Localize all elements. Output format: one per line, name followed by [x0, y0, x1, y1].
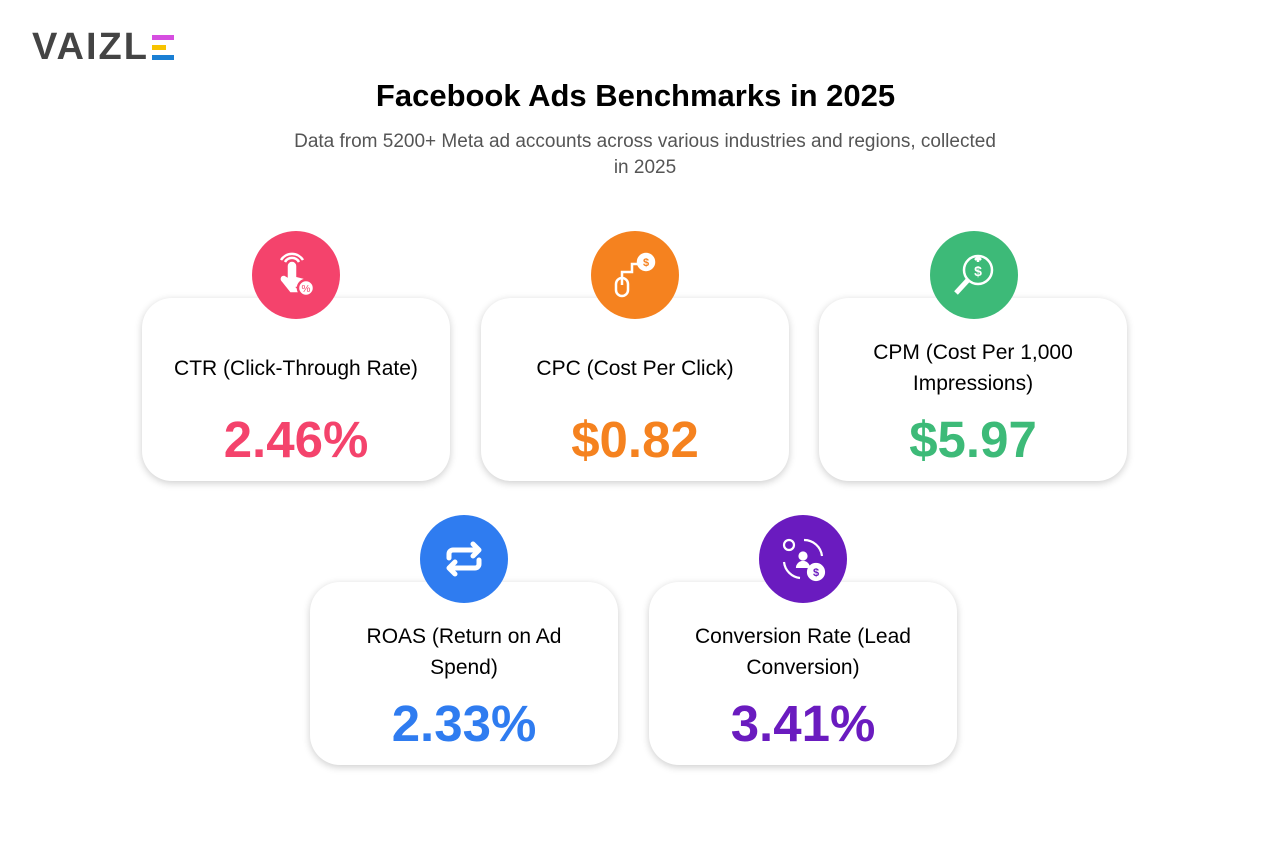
metric-value: 3.41% [730, 695, 876, 752]
page-title: Facebook Ads Benchmarks in 2025 [375, 78, 896, 113]
metric-value: 2.33% [391, 695, 537, 752]
mouse-dollar-icon: $ [591, 231, 679, 319]
svg-text:$: $ [643, 257, 649, 269]
magnifier-dollar-icon: $ [930, 231, 1018, 319]
exchange-arrows-icon [420, 515, 508, 603]
conversion-cycle-icon: $ [759, 515, 847, 603]
logo-text: VAIZL [32, 26, 149, 68]
svg-text:$: $ [974, 263, 982, 279]
metric-label: CTR (Click-Through Rate) [174, 356, 418, 380]
metric-value: $0.82 [571, 411, 699, 468]
metric-value: 2.46% [223, 411, 369, 468]
vaizle-logo: VAIZL [32, 26, 174, 68]
metric-label: ROAS (Return on Ad Spend) [366, 625, 562, 679]
metric-value: $5.97 [909, 411, 1037, 468]
metric-card-cpc: CPC (Cost Per Click) $0.82 [481, 298, 789, 481]
svg-text:%: % [302, 284, 311, 295]
metric-card-cpm: CPM (Cost Per 1,000 Impressions) $5.97 [819, 298, 1127, 481]
metric-label: CPC (Cost Per Click) [536, 356, 734, 380]
metric-card-ctr: CTR (Click-Through Rate) 2.46% [142, 298, 450, 481]
svg-text:$: $ [813, 567, 819, 579]
metric-card-roas: ROAS (Return on Ad Spend) 2.33% [310, 582, 618, 765]
metric-card-conversion-rate: Conversion Rate (Lead Conversion) 3.41% [649, 582, 957, 765]
page-subtitle: Data from 5200+ Meta ad accounts across … [294, 131, 996, 178]
metric-label: CPM (Cost Per 1,000 Impressions) [873, 341, 1073, 395]
metric-label: Conversion Rate (Lead Conversion) [695, 625, 911, 679]
logo-e-bars [151, 34, 174, 60]
hand-click-percent-icon: % [252, 231, 340, 319]
